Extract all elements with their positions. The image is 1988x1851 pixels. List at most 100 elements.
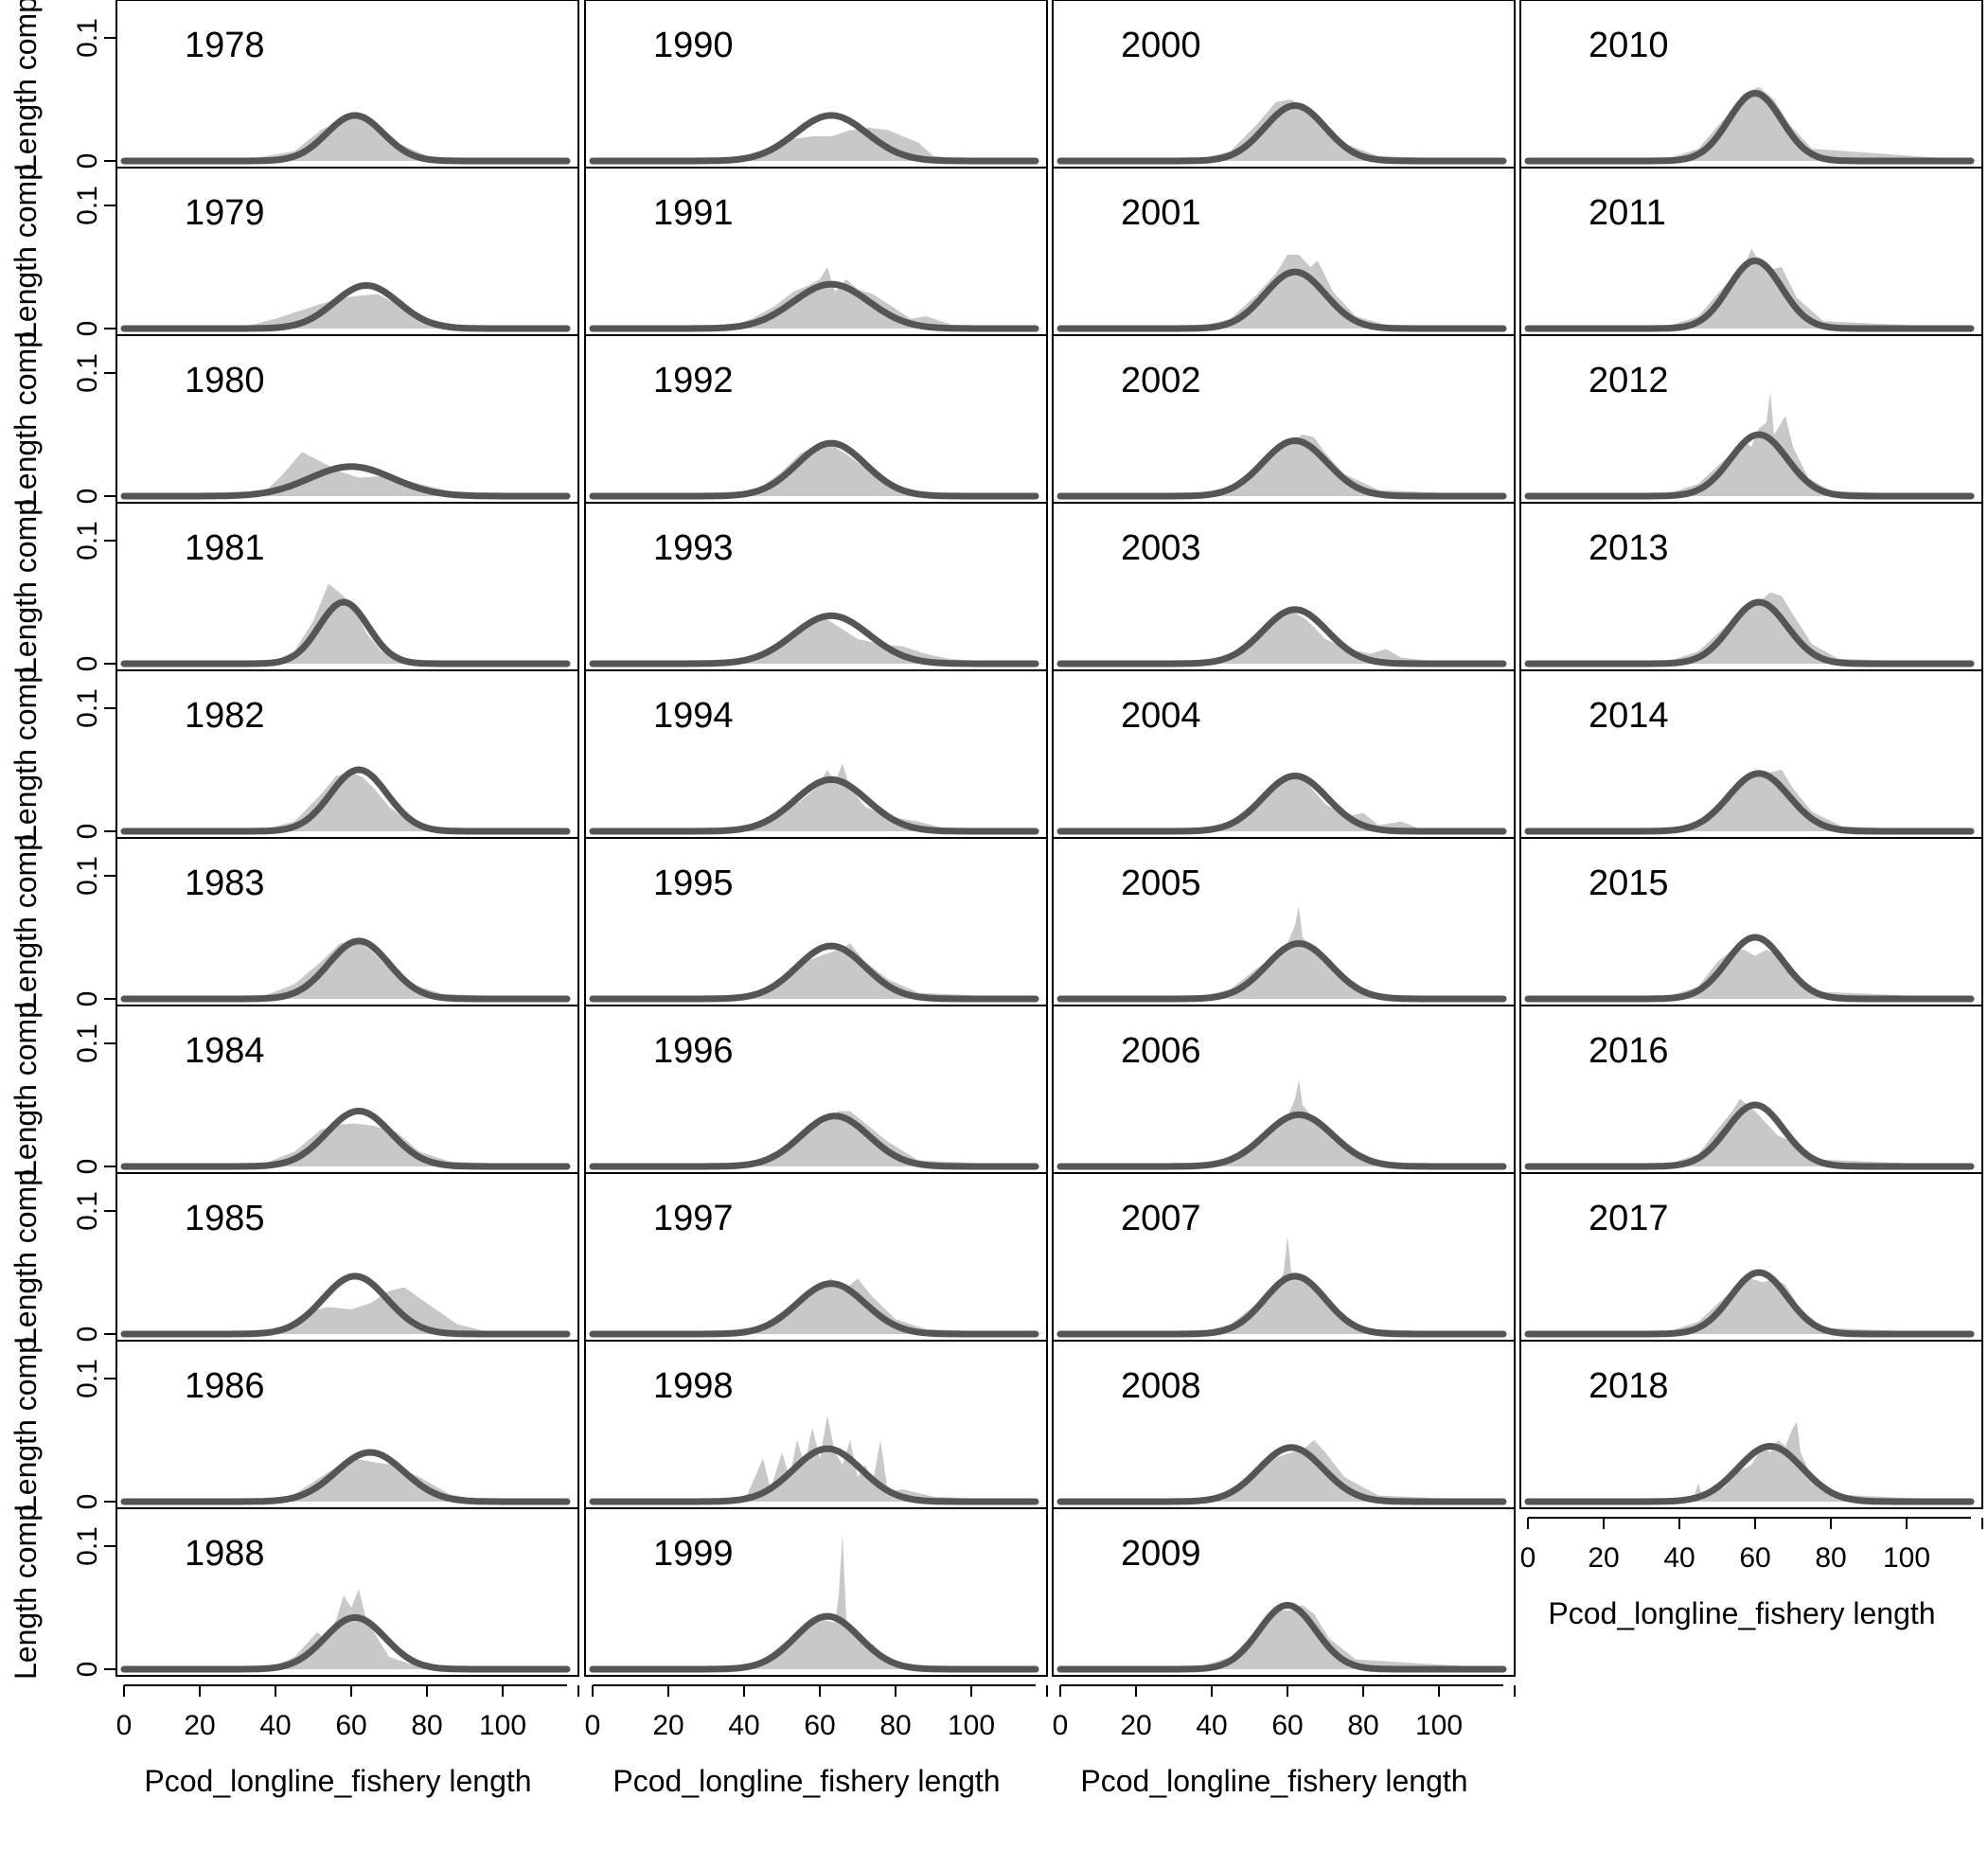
observed-area <box>585 943 1047 999</box>
x-tick-label: 40 <box>259 1710 291 1741</box>
panel-year-label: 1995 <box>653 863 734 903</box>
x-tick-label: 80 <box>879 1710 911 1741</box>
expected-line <box>589 1112 1039 1170</box>
panel-year-label: 2016 <box>1589 1031 1669 1071</box>
panel-year-label: 1990 <box>653 26 734 65</box>
y-tick-label: 0.1 <box>72 856 103 896</box>
y-axis-label: Length comp <box>9 667 43 842</box>
y-tick-label: 0 <box>72 489 103 505</box>
observed-area <box>1520 1098 1982 1166</box>
y-axis-label: Length comp <box>9 331 43 507</box>
observed-area <box>1520 592 1982 664</box>
x-axis-label: Pcod_longline_fishery length <box>612 1764 1000 1798</box>
panel-year-label: 2007 <box>1121 1199 1201 1238</box>
expected-line <box>1056 437 1507 500</box>
panel-year-label: 2013 <box>1589 528 1669 568</box>
panel-year-label: 1996 <box>653 1031 734 1071</box>
expected-line <box>120 112 571 165</box>
expected-line <box>1056 940 1507 1003</box>
x-tick-label: 20 <box>1588 1542 1619 1574</box>
expected-line <box>1056 1444 1507 1505</box>
y-tick-label: 0 <box>72 824 103 840</box>
observed-area <box>585 127 1047 161</box>
x-tick-label: 100 <box>479 1710 526 1741</box>
panel-year-label: 1982 <box>185 696 265 736</box>
y-tick-label: 0 <box>72 991 103 1007</box>
x-tick-label: 20 <box>184 1710 215 1741</box>
y-axis-label: Length comp <box>9 1002 43 1177</box>
panel-year-label: 2014 <box>1589 696 1669 736</box>
y-axis-label: Length comp <box>9 164 43 339</box>
expected-line <box>1524 598 1975 667</box>
observed-area <box>116 1123 578 1166</box>
x-tick-label: 80 <box>1347 1710 1378 1741</box>
panel-year-label: 1991 <box>653 193 734 233</box>
panel-frame <box>584 1507 1048 1677</box>
x-tick-label: 80 <box>411 1710 442 1741</box>
expected-line <box>1056 268 1507 332</box>
expected-line <box>1056 102 1507 165</box>
observed-area <box>585 1278 1047 1334</box>
panel-year-label: 2006 <box>1121 1031 1201 1071</box>
observed-area <box>1520 1421 1982 1502</box>
y-axis-label: Length comp <box>9 499 43 674</box>
expected-line <box>1524 1443 1975 1505</box>
observed-area <box>1520 770 1982 831</box>
panel-frame <box>1519 1340 1983 1509</box>
expected-line <box>1056 1111 1507 1170</box>
y-tick-label: 0 <box>72 1662 103 1678</box>
observed-area <box>585 616 1047 664</box>
panel-year-label: 1985 <box>185 1199 265 1238</box>
y-tick-label: 0 <box>72 656 103 672</box>
panel-year-label: 1993 <box>653 528 734 568</box>
observed-area <box>585 444 1047 496</box>
expected-line <box>120 937 571 1003</box>
expected-line <box>120 598 571 667</box>
panel-year-label: 1988 <box>185 1534 265 1574</box>
panel-year-label: 2003 <box>1121 528 1201 568</box>
observed-area <box>1053 1440 1515 1502</box>
panel-year-label: 1998 <box>653 1366 734 1406</box>
expected-line <box>1056 1601 1507 1673</box>
y-tick-label: 0.1 <box>72 1526 103 1566</box>
x-axis-label: Pcod_longline_fishery length <box>1080 1764 1467 1798</box>
expected-line <box>1524 258 1975 332</box>
y-axis-label: Length comp <box>9 1337 43 1512</box>
observed-area <box>116 1589 578 1669</box>
expected-line <box>1524 431 1975 500</box>
observed-area <box>1053 1236 1515 1334</box>
expected-line <box>1056 606 1507 667</box>
observed-area <box>1520 87 1982 161</box>
expected-line <box>589 1612 1039 1673</box>
x-tick-label: 20 <box>652 1710 683 1741</box>
expected-line <box>1056 773 1507 835</box>
panel-year-label: 1994 <box>653 696 734 736</box>
observed-area <box>116 772 578 831</box>
x-tick-label: 40 <box>728 1710 759 1741</box>
panel-year-label: 1983 <box>185 863 265 903</box>
panel-year-label: 1979 <box>185 193 265 233</box>
x-tick-label: 100 <box>1415 1710 1463 1741</box>
expected-line <box>120 1613 571 1673</box>
observed-area <box>585 763 1047 831</box>
y-tick-label: 0 <box>72 1159 103 1175</box>
y-axis-label: Length comp <box>9 0 43 171</box>
x-axis-label: Pcod_longline_fishery length <box>1548 1596 1935 1630</box>
expected-line <box>1524 90 1975 165</box>
panel-year-label: 1980 <box>185 361 265 400</box>
y-axis-label: Length comp <box>9 1504 43 1680</box>
panel-year-label: 2001 <box>1121 193 1201 233</box>
observed-area <box>1053 1605 1515 1669</box>
expected-line <box>1524 934 1975 1003</box>
panel-year-label: 2004 <box>1121 696 1201 736</box>
expected-line <box>589 112 1039 165</box>
y-tick-label: 0.1 <box>72 353 103 393</box>
y-tick-label: 0 <box>72 1494 103 1510</box>
expected-line <box>589 612 1039 667</box>
x-tick-label: 40 <box>1663 1542 1695 1574</box>
expected-line <box>589 1280 1039 1338</box>
observed-area <box>116 1287 578 1334</box>
panel-year-label: 2011 <box>1589 193 1666 233</box>
